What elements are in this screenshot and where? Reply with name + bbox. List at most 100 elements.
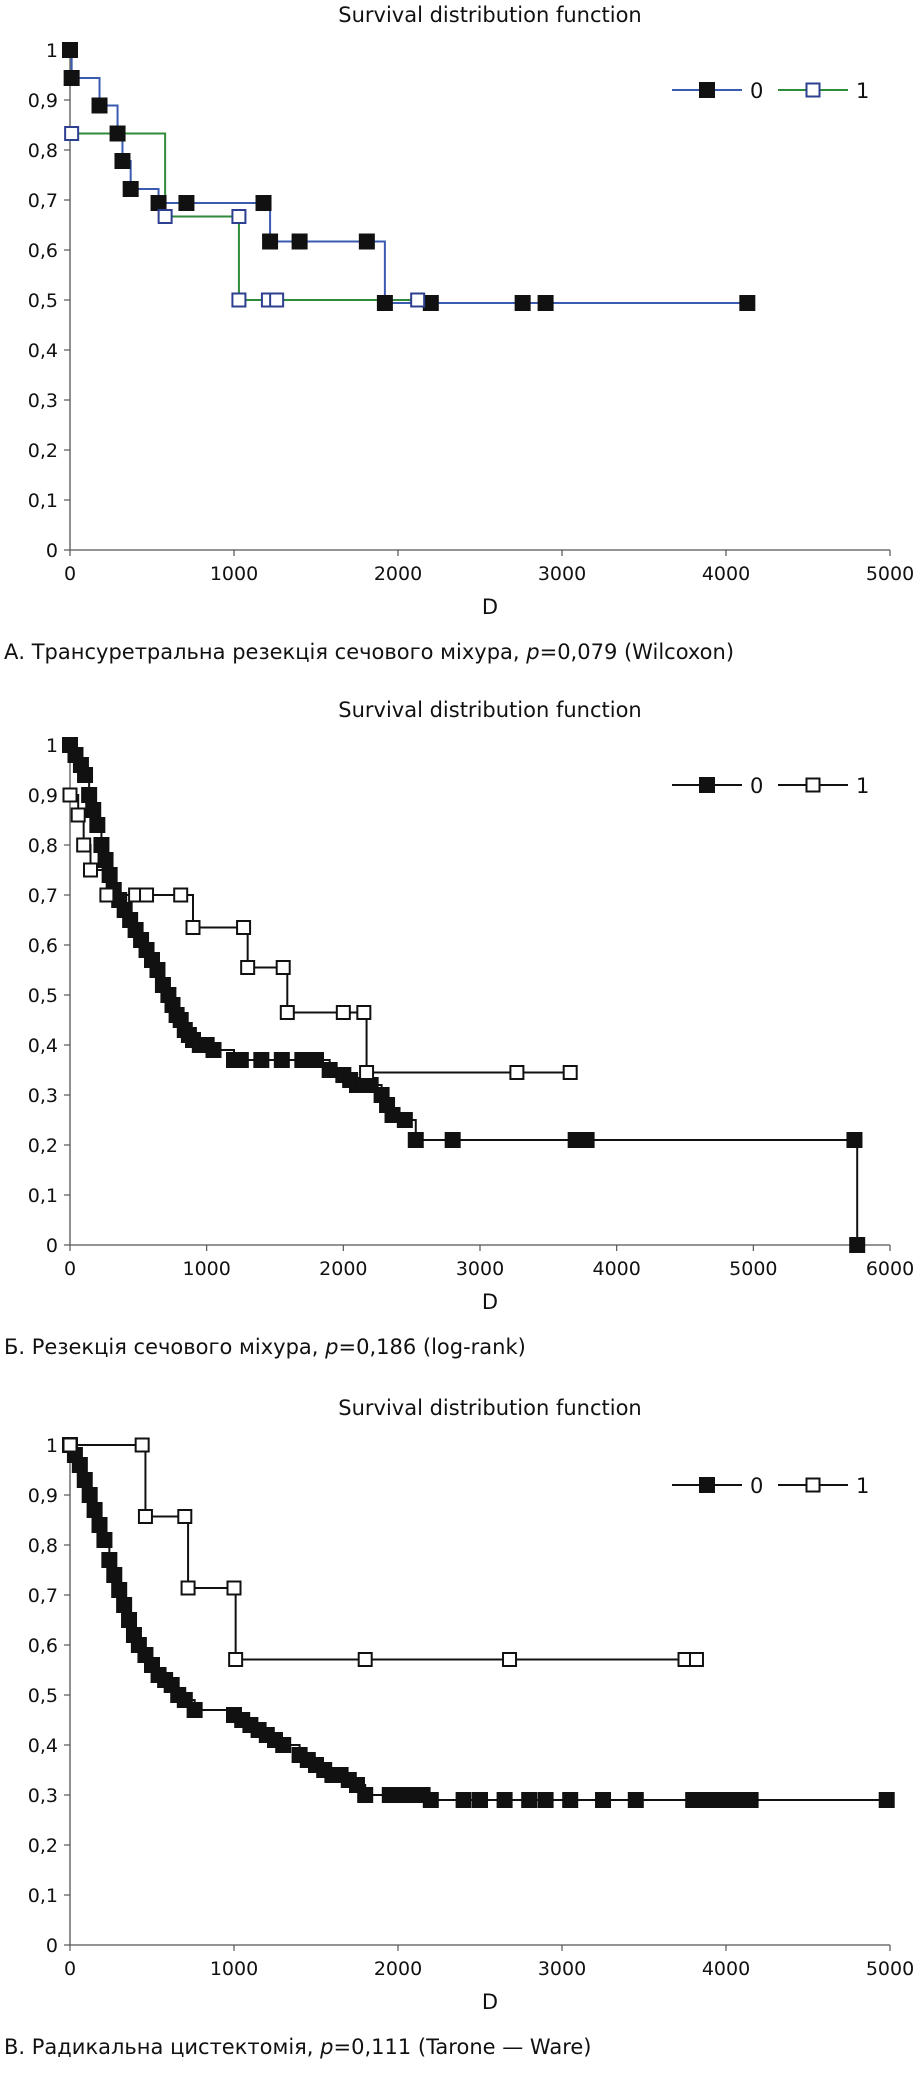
legend-label: 0 [750, 79, 763, 103]
caption-prefix: В. Радикальна цистектомія, [4, 2035, 321, 2059]
x-tick-label: 2000 [374, 563, 422, 585]
data-point-series-1 [177, 1509, 193, 1524]
y-tick-label: 0,9 [28, 785, 58, 807]
y-tick-label: 0,2 [28, 1835, 58, 1857]
series-line-0 [70, 49, 748, 304]
data-point-series-0 [63, 70, 80, 86]
legend-marker [699, 1477, 715, 1493]
data-point-series-1 [180, 1580, 196, 1596]
data-point-series-0 [849, 1237, 866, 1253]
data-point-series-1 [99, 887, 115, 903]
data-point-series-1 [275, 960, 291, 975]
data-point-series-0 [81, 787, 98, 803]
data-point-series-1 [279, 1005, 295, 1020]
data-point-series-0 [444, 1132, 461, 1148]
x-tick-label: 6000 [866, 1258, 914, 1280]
data-point-series-1 [269, 292, 285, 308]
data-point-series-0 [496, 1792, 513, 1808]
x-tick-label: 3000 [538, 563, 586, 585]
y-tick-label: 0,6 [28, 1635, 58, 1657]
data-point-series-0 [846, 1132, 863, 1148]
y-tick-label: 0,3 [28, 1085, 58, 1107]
data-point-series-0 [85, 802, 102, 818]
legend-marker [805, 777, 821, 793]
legend-marker [699, 82, 715, 98]
y-tick-label: 0,6 [28, 240, 58, 262]
legend-label: 1 [856, 1474, 869, 1498]
data-point-series-0 [407, 1132, 424, 1148]
data-point-series-0 [294, 1052, 311, 1068]
data-point-series-1 [62, 787, 78, 803]
data-point-series-0 [101, 867, 118, 883]
x-tick-label: 4000 [702, 1958, 750, 1980]
data-point-series-1 [70, 807, 86, 823]
chart-title: Survival distribution function [338, 3, 641, 27]
legend-item-0: 0 [672, 79, 763, 103]
data-point-series-1 [157, 209, 173, 224]
x-tick-label: 4000 [702, 563, 750, 585]
data-point-series-1 [359, 1065, 375, 1080]
x-axis-label: D [482, 1290, 498, 1314]
legend-label: 0 [750, 774, 763, 798]
data-point-series-0 [376, 295, 393, 311]
data-point-series-0 [357, 1787, 374, 1803]
y-tick-label: 0,3 [28, 1785, 58, 1807]
y-tick-label: 0,9 [28, 1485, 58, 1507]
legend-marker [805, 82, 821, 98]
data-point-series-0 [562, 1792, 579, 1808]
data-point-series-1 [231, 292, 247, 308]
x-tick-label: 5000 [729, 1258, 777, 1280]
x-tick-label: 0 [64, 563, 76, 585]
data-point-series-0 [93, 837, 110, 853]
caption-p-label: p [526, 640, 540, 664]
survival-chart-b: Survival distribution function 0 0,1 0,2 0,3… [28, 698, 914, 1314]
x-axis-label: D [482, 595, 498, 619]
y-tick-label: 0,4 [28, 1035, 58, 1057]
data-point-series-0 [97, 852, 114, 868]
caption-suffix: =0,111 (Tarone — Ware) [333, 2035, 592, 2059]
data-point-series-0 [71, 1457, 88, 1473]
chart-caption-a: А. Трансуретральна резекція сечового міх… [4, 640, 734, 664]
series-line-0 [70, 744, 859, 1245]
y-tick-label: 0,1 [28, 490, 58, 512]
y-tick-label: 0,8 [28, 1535, 58, 1557]
data-point-series-1 [357, 1652, 373, 1667]
x-tick-label: 0 [64, 1958, 76, 1980]
data-point-series-0 [186, 1702, 203, 1718]
data-point-series-0 [77, 767, 94, 783]
y-tick-label: 0,4 [28, 340, 58, 362]
data-point-series-0 [178, 195, 195, 211]
legend-item-1: 1 [778, 79, 869, 103]
data-point-series-0 [627, 1792, 644, 1808]
chart-caption-b: Б. Резекція сечового міхура, p=0,186 (lo… [4, 1335, 526, 1359]
data-point-series-1 [137, 1509, 153, 1524]
data-point-series-0 [91, 1517, 108, 1533]
x-tick-label: 1000 [210, 1958, 258, 1980]
x-tick-label: 1000 [182, 1258, 230, 1280]
data-point-series-0 [62, 42, 78, 58]
data-point-series-0 [291, 233, 308, 250]
data-point-series-1 [502, 1652, 518, 1667]
data-point-series-0 [86, 1502, 103, 1518]
caption-p-label: p [325, 1335, 339, 1359]
legend-item-0: 0 [672, 774, 763, 798]
data-point-series-0 [358, 233, 375, 250]
data-point-series-0 [101, 1552, 118, 1568]
data-point-series-1 [64, 126, 80, 141]
series-line-1 [70, 1444, 697, 1661]
data-point-series-1 [62, 1437, 78, 1453]
y-tick-label: 0,7 [28, 885, 58, 907]
legend-label: 1 [856, 774, 869, 798]
legend-item-1: 1 [778, 774, 869, 798]
chart-caption-c: В. Радикальна цистектомія, p=0,111 (Taro… [4, 2035, 591, 2059]
x-tick-label: 2000 [319, 1258, 367, 1280]
y-tick-label: 0 [46, 1935, 58, 1957]
x-tick-label: 3000 [538, 1958, 586, 1980]
chart-panel-a: Survival distribution function 0 0,1 0,2 0,3… [0, 0, 920, 700]
caption-p-label: p [320, 2035, 334, 2059]
data-point-series-0 [106, 1567, 123, 1583]
data-point-series-0 [205, 1042, 222, 1058]
data-point-series-0 [91, 97, 108, 114]
x-tick-label: 2000 [374, 1958, 422, 1980]
y-tick-label: 0,1 [28, 1185, 58, 1207]
